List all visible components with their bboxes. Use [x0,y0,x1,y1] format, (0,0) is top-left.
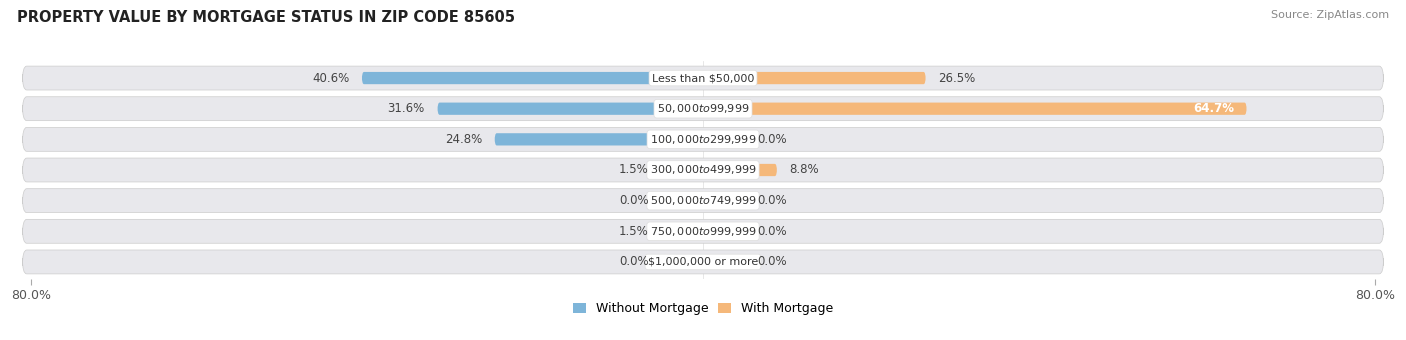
Text: 0.0%: 0.0% [758,225,787,238]
FancyBboxPatch shape [703,103,1247,115]
FancyBboxPatch shape [22,219,1384,243]
FancyBboxPatch shape [361,72,703,84]
Text: 26.5%: 26.5% [938,71,976,85]
Text: Source: ZipAtlas.com: Source: ZipAtlas.com [1271,10,1389,20]
Text: 0.0%: 0.0% [758,133,787,146]
Text: 1.5%: 1.5% [619,164,648,176]
FancyBboxPatch shape [703,72,925,84]
FancyBboxPatch shape [661,225,703,237]
FancyBboxPatch shape [703,225,745,237]
Text: 0.0%: 0.0% [758,194,787,207]
FancyBboxPatch shape [22,66,1384,90]
Text: 24.8%: 24.8% [444,133,482,146]
Text: $1,000,000 or more: $1,000,000 or more [648,257,758,267]
Text: 31.6%: 31.6% [388,102,425,115]
FancyBboxPatch shape [703,133,745,146]
Text: 0.0%: 0.0% [758,255,787,269]
Text: $500,000 to $749,999: $500,000 to $749,999 [650,194,756,207]
Text: $750,000 to $999,999: $750,000 to $999,999 [650,225,756,238]
FancyBboxPatch shape [22,128,1384,151]
Text: 40.6%: 40.6% [312,71,349,85]
FancyBboxPatch shape [703,164,778,176]
Text: PROPERTY VALUE BY MORTGAGE STATUS IN ZIP CODE 85605: PROPERTY VALUE BY MORTGAGE STATUS IN ZIP… [17,10,515,25]
FancyBboxPatch shape [22,250,1384,274]
FancyBboxPatch shape [22,189,1384,212]
Text: 0.0%: 0.0% [619,194,648,207]
Text: $100,000 to $299,999: $100,000 to $299,999 [650,133,756,146]
Text: 0.0%: 0.0% [619,255,648,269]
Text: $50,000 to $99,999: $50,000 to $99,999 [657,102,749,115]
FancyBboxPatch shape [437,103,703,115]
FancyBboxPatch shape [22,97,1384,121]
FancyBboxPatch shape [661,194,703,207]
FancyBboxPatch shape [495,133,703,146]
FancyBboxPatch shape [703,256,745,268]
FancyBboxPatch shape [661,256,703,268]
Legend: Without Mortgage, With Mortgage: Without Mortgage, With Mortgage [568,298,838,320]
Text: Less than $50,000: Less than $50,000 [652,73,754,83]
Text: 64.7%: 64.7% [1192,102,1234,115]
FancyBboxPatch shape [703,194,745,207]
FancyBboxPatch shape [22,158,1384,182]
Text: $300,000 to $499,999: $300,000 to $499,999 [650,164,756,176]
Text: 1.5%: 1.5% [619,225,648,238]
Text: 8.8%: 8.8% [790,164,820,176]
FancyBboxPatch shape [661,164,703,176]
